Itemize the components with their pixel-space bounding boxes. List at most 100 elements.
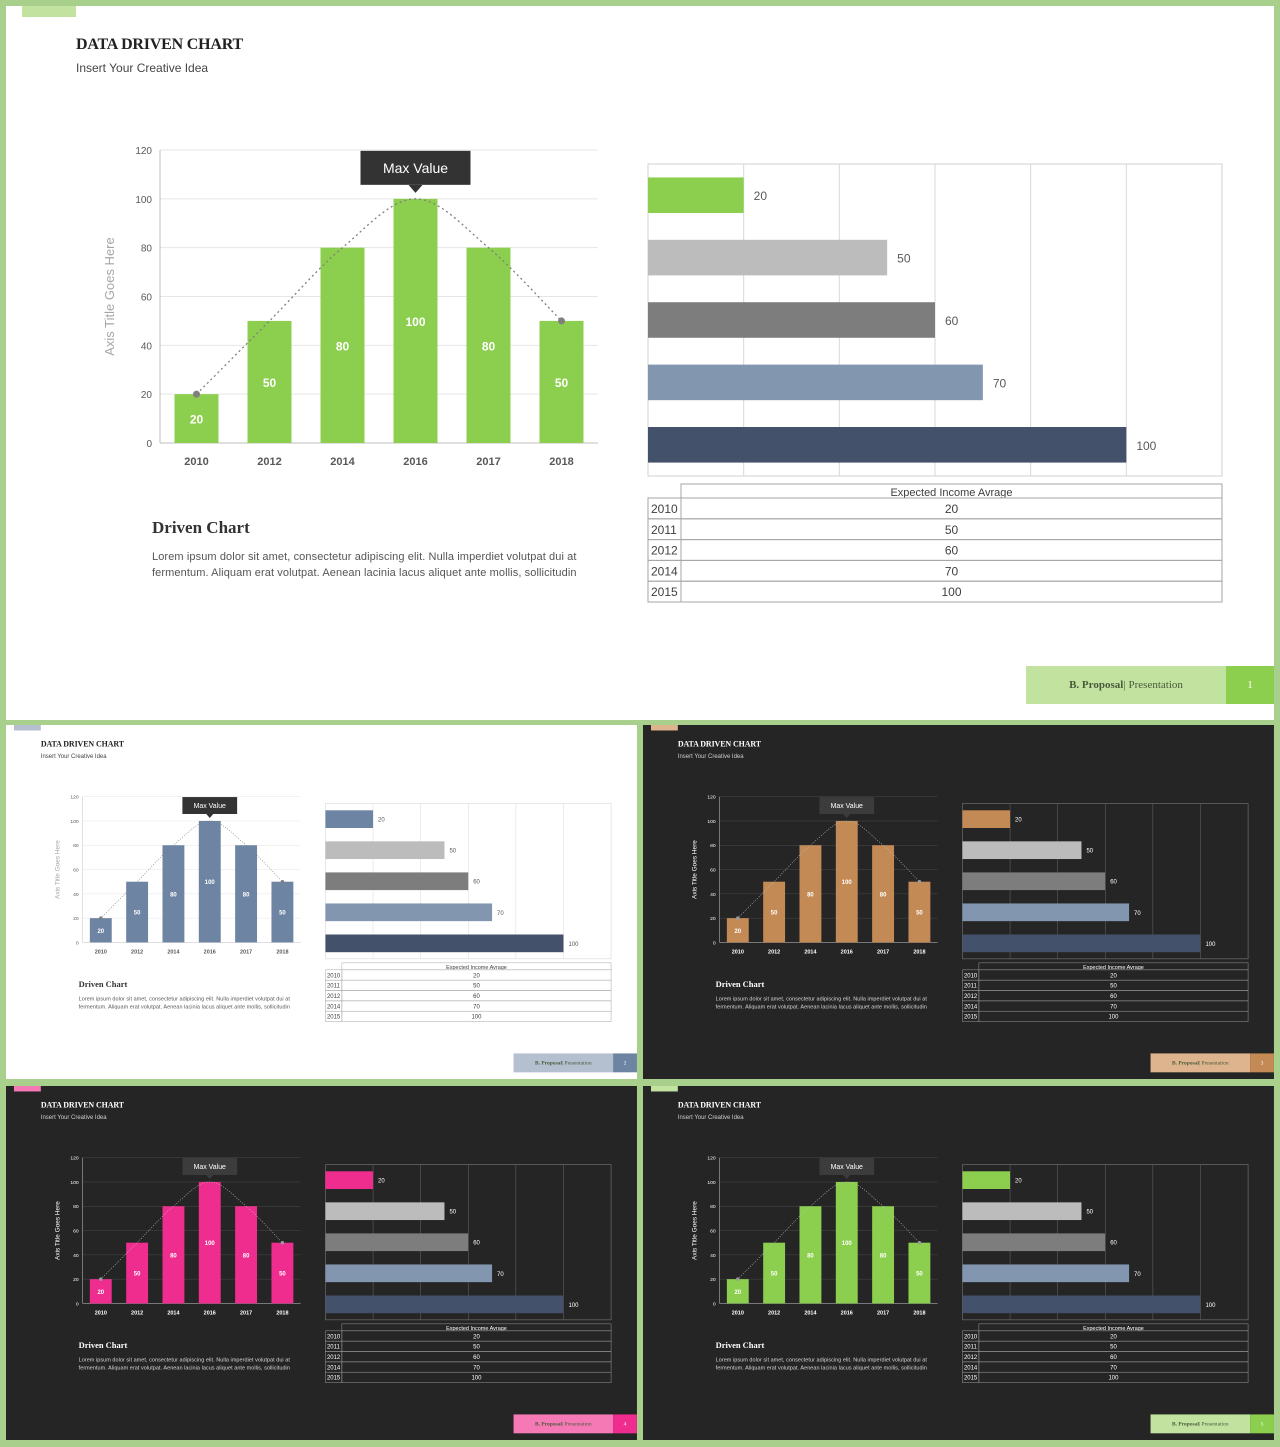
section-title: Driven Chart [78,1340,128,1351]
section-text: Lorem ipsum dolor sit amet, consectetur … [78,996,290,1011]
slide-number: 3 [1250,1053,1274,1073]
table-value: 50 [945,523,959,537]
bar-data-label: 20 [190,413,204,427]
hbar [648,364,983,401]
footer: B. Proposal | Presentation 5 [1150,1414,1274,1434]
table-value: 70 [945,564,959,578]
footer-brand: B. Proposal [1069,679,1124,691]
table-year: 2015 [327,1376,341,1382]
x-category-label: 2017 [877,949,889,955]
slide-subtitle: Insert Your Creative Idea [76,61,209,75]
table-header: Expected Income Avrage [1083,1326,1144,1332]
hbar-data-label: 60 [945,314,959,328]
slide-subtitle: Insert Your Creative Idea [677,1113,744,1121]
y-tick-label: 100 [70,819,79,825]
hbar-data-label: 50 [1086,849,1093,855]
max-value-label: Max Value [194,1164,226,1171]
table-year: 2010 [964,973,978,979]
slide-subtitle: Insert Your Creative Idea [40,1113,107,1121]
bar-data-label: 20 [97,929,104,935]
bar-data-label: 80 [170,892,177,898]
hbar [962,1233,1106,1252]
column-bar [198,820,221,943]
slide-3[interactable]: DATA DRIVEN CHART Insert Your Creative I… [643,725,1274,1079]
x-category-label: 2016 [204,1310,216,1316]
trend-marker [736,1277,740,1281]
section-text: Lorem ipsum dolor sit amet, consectetur … [78,1357,290,1372]
hbar-data-label: 100 [568,1303,579,1309]
trend-marker [193,390,200,398]
footer-label: B. Proposal | Presentation [1026,666,1226,704]
y-tick-label: 80 [73,843,79,849]
table-year: 2015 [327,1015,341,1021]
hbar-data-label: 60 [1110,1241,1117,1247]
footer-label: B. Proposal | Presentation [513,1053,614,1073]
max-value-label: Max Value [383,160,448,176]
bar-data-label: 50 [555,376,569,390]
trend-marker [736,916,740,920]
table-value: 20 [473,1334,480,1340]
hbar [325,1233,469,1252]
table-year: 2012 [651,544,678,558]
y-tick-label: 0 [76,940,79,946]
y-tick-label: 120 [707,1156,716,1162]
hbar [325,841,445,860]
hbar [962,1202,1082,1221]
slide-subtitle: Insert Your Creative Idea [40,752,107,760]
footer-label: B. Proposal | Presentation [513,1414,614,1434]
footer-separator: | [561,1420,564,1427]
slide-title: DATA DRIVEN CHART [40,739,124,749]
footer-kind: Presentation [1201,1420,1229,1427]
column-bar [393,198,438,443]
table-value: 100 [1108,1015,1119,1021]
footer: B. Proposal | Presentation 2 [513,1053,637,1073]
table-value-cell [680,580,1223,603]
slide-4[interactable]: DATA DRIVEN CHART Insert Your Creative I… [6,1086,637,1440]
table-header: Expected Income Avrage [446,965,507,971]
y-tick-label: 120 [70,1156,79,1162]
table-year: 2012 [964,1355,978,1361]
footer-kind: Presentation [564,1059,592,1066]
trend-line [737,1181,920,1280]
table-header: Expected Income Avrage [1083,965,1144,971]
table-value: 20 [473,973,480,979]
y-tick-label: 120 [707,795,716,801]
column-bar [763,881,786,943]
accent-tab [13,725,41,731]
footer-brand: B. Proposal [1171,1059,1199,1066]
trend-marker [558,317,565,325]
column-bar [162,845,185,943]
x-category-label: 2017 [240,949,252,955]
table-value: 50 [1110,984,1117,990]
x-category-label: 2017 [476,456,500,468]
slide-5[interactable]: DATA DRIVEN CHART Insert Your Creative I… [643,1086,1274,1440]
slide-canvas: DATA DRIVEN CHART Insert Your Creative I… [643,725,1274,1079]
slide-2[interactable]: DATA DRIVEN CHART Insert Your Creative I… [6,725,637,1079]
column-bar [726,918,749,943]
hbar [325,1264,493,1283]
y-tick-label: 100 [707,819,716,825]
footer-brand: B. Proposal [534,1420,562,1427]
bar-data-label: 50 [771,911,778,917]
section-text: Lorem ipsum dolor sit amet, consectetur … [152,551,577,579]
hbar-data-label: 60 [1110,880,1117,886]
table-year: 2010 [327,1334,341,1340]
hbar [325,1295,564,1314]
y-tick-label: 0 [713,1301,716,1307]
footer-label: B. Proposal | Presentation [1150,1053,1251,1073]
hbar-data-label: 50 [449,849,456,855]
table-value: 20 [945,502,959,516]
footer-brand: B. Proposal [1171,1420,1199,1427]
hbar-data-label: 100 [1205,1303,1216,1309]
slide-1[interactable]: DATA DRIVEN CHART Insert Your Creative I… [6,6,1274,720]
slide-canvas: DATA DRIVEN CHART Insert Your Creative I… [6,6,1274,720]
x-category-label: 2017 [877,1310,889,1316]
column-bar [908,1242,931,1304]
hbar-data-label: 20 [1015,818,1022,824]
x-category-label: 2014 [804,949,817,955]
y-tick-label: 20 [710,916,716,922]
hbar [962,1264,1130,1283]
slide-title: DATA DRIVEN CHART [40,1100,124,1110]
y-axis-title: Axis Title Goes Here [692,840,699,899]
